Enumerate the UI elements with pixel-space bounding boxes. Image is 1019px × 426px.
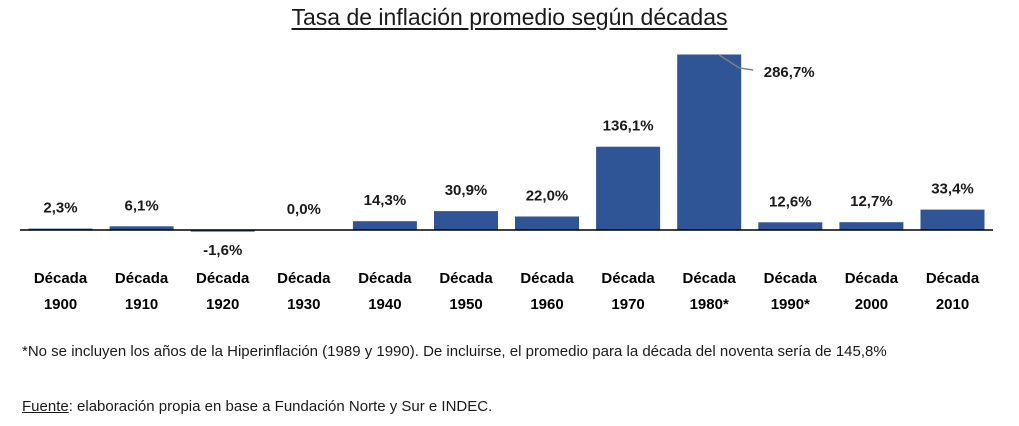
chart-title: Tasa de inflación promedio según décadas: [291, 4, 728, 30]
category-label-line2: 1990*: [771, 296, 810, 313]
data-label: 6,1%: [124, 197, 158, 214]
category-label-line1: Década: [601, 270, 655, 287]
category-label-line2: 1940: [368, 296, 401, 313]
source-label: Fuente: [22, 398, 69, 415]
category-label-line1: Década: [683, 270, 737, 287]
category-label-line2: 1970: [611, 296, 644, 313]
category-label-line2: 2010: [936, 296, 969, 313]
category-label-line1: Década: [520, 270, 574, 287]
bar-1950: [434, 211, 498, 230]
category-label-line1: Década: [34, 270, 88, 287]
category-label-line2: 1930: [287, 296, 320, 313]
bar-2000: [839, 222, 904, 230]
data-label: 0,0%: [287, 201, 321, 218]
data-label: 12,6%: [769, 193, 812, 210]
bar-1910: [109, 226, 174, 230]
bar-1990-asterisk: [758, 222, 823, 230]
source-note: Fuente: elaboración propia en base a Fun…: [22, 398, 492, 415]
data-label: 33,4%: [931, 181, 974, 198]
source-text: : elaboración propia en base a Fundación…: [68, 398, 493, 415]
data-label: 136,1%: [603, 118, 654, 135]
data-label: 12,7%: [850, 193, 893, 210]
category-label-line2: 1980*: [690, 296, 729, 313]
data-label: 22,0%: [526, 188, 569, 205]
data-label: 2,3%: [43, 200, 77, 217]
category-label-line2: 1900: [44, 296, 77, 313]
category-label-line2: 1920: [206, 296, 239, 313]
bar-1940: [352, 221, 417, 230]
data-label: -1,6%: [203, 242, 242, 259]
category-label-line1: Década: [358, 270, 412, 287]
bar-2010: [920, 209, 985, 230]
category-label-line1: Década: [764, 270, 818, 287]
category-label-line2: 2000: [855, 296, 888, 313]
data-label: 14,3%: [364, 192, 407, 209]
label-leader-line: [718, 54, 754, 71]
category-label-line1: Década: [196, 270, 250, 287]
data-label: 30,9%: [445, 182, 488, 199]
data-label: 286,7%: [764, 64, 815, 81]
bar-1960: [515, 216, 579, 230]
category-label-line2: 1960: [530, 296, 563, 313]
category-label-line1: Década: [439, 270, 493, 287]
category-label-line1: Década: [845, 270, 899, 287]
footnote: *No se incluyen los años de la Hiperinfl…: [22, 343, 887, 360]
category-label-line1: Década: [926, 270, 980, 287]
bar-1980-asterisk: [677, 54, 742, 230]
bar-chart: 2,3% Década 1900 6,1% Década 1910 -1,6% Década 1…: [20, 54, 993, 313]
category-label-line2: 1910: [125, 296, 158, 313]
category-label-line1: Década: [277, 270, 331, 287]
category-label-line2: 1950: [449, 296, 482, 313]
bar-1970: [596, 146, 661, 230]
category-label-line1: Década: [115, 270, 169, 287]
